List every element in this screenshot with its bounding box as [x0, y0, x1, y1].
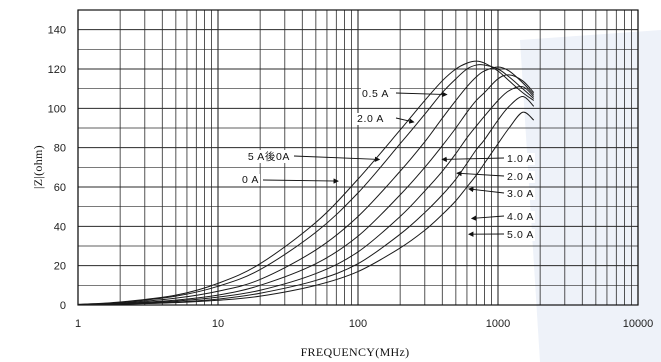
annotation-arrow — [395, 117, 415, 124]
annotation-label-bg — [506, 188, 535, 200]
x-tick-label: 10 — [212, 318, 224, 330]
y-tick-label: 40 — [54, 221, 66, 233]
series-lines — [77, 60, 535, 306]
annotation-arrow — [262, 178, 339, 184]
annotation-label-bg — [506, 229, 535, 241]
y-tick-label: 20 — [54, 261, 66, 273]
series-line-5 — [77, 85, 535, 306]
x-tick-label: 10000 — [623, 318, 654, 330]
annotation-label: 3.0 A — [507, 188, 534, 200]
y-tick-label: 140 — [48, 25, 66, 37]
y-tick-label: 0 — [60, 300, 66, 312]
series-line-3 — [77, 66, 535, 306]
x-tick-label: 1000 — [486, 318, 510, 330]
annotation-arrow — [468, 186, 505, 194]
x-axis-title: FREQUENCY(MHz) — [301, 345, 410, 359]
annotation-label-bg — [246, 150, 291, 163]
annotations: 0.5 A 2.0 A 5 A後0A 0 A 1.0 A 2.0 A 3.0 A 4.0 A 5… — [241, 88, 535, 241]
annotation-arrow — [395, 91, 448, 98]
series-line-4 — [77, 74, 535, 306]
annotation-label: 4.0 A — [507, 211, 534, 223]
y-tick-label: 100 — [48, 103, 66, 115]
series-line-1 — [77, 60, 535, 305]
plot-frame — [77, 9, 639, 306]
y-tick-label: 80 — [54, 143, 66, 155]
series-line-7 — [77, 111, 535, 306]
annotation-label-bg — [506, 153, 535, 165]
y-axis-title: |Z|(ohm) — [31, 145, 45, 189]
grid — [77, 9, 639, 306]
y-tick-label: 60 — [54, 182, 66, 194]
annotation-label-bg — [356, 113, 385, 125]
annotation-label-bg — [241, 174, 260, 186]
annotation-arrow — [293, 155, 381, 162]
y-tick-label: 120 — [48, 64, 66, 76]
annotation-arrow — [470, 215, 505, 221]
x-tick-label: 100 — [349, 318, 367, 330]
annotation-label-bg — [506, 211, 535, 223]
annotation-label: 1.0 A — [507, 153, 534, 165]
annotation-label: 0 A — [242, 174, 259, 186]
series-line-2 — [77, 64, 535, 305]
annotation-label-bg — [361, 88, 390, 100]
tick-labels: 0 20 40 60 80 100 120 140 1 10 100 1000 10000 — [48, 25, 654, 330]
annotation-label-bg — [506, 171, 535, 183]
annotation-label: 5 A後0A — [248, 150, 290, 163]
series-line-6 — [77, 96, 535, 306]
annotation-arrow — [456, 170, 505, 177]
annotation-label: 2.0 A — [507, 171, 534, 183]
annotation-arrow — [441, 156, 505, 163]
annotation-label: 2.0 A — [357, 113, 384, 125]
watermark-shape — [520, 30, 661, 362]
annotation-label: 5.0 A — [507, 229, 534, 241]
x-tick-label: 1 — [75, 318, 81, 330]
annotation-label: 0.5 A — [362, 88, 389, 100]
